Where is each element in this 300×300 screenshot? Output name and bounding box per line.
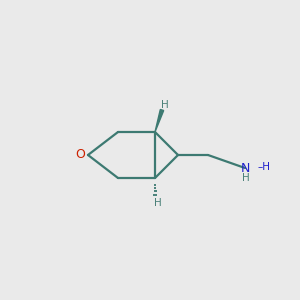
Text: H: H [242, 173, 250, 183]
Text: –H: –H [258, 162, 271, 172]
Text: N: N [240, 161, 250, 175]
Text: H: H [154, 198, 162, 208]
Text: H: H [161, 100, 169, 110]
Text: O: O [75, 148, 85, 161]
Polygon shape [155, 110, 164, 132]
